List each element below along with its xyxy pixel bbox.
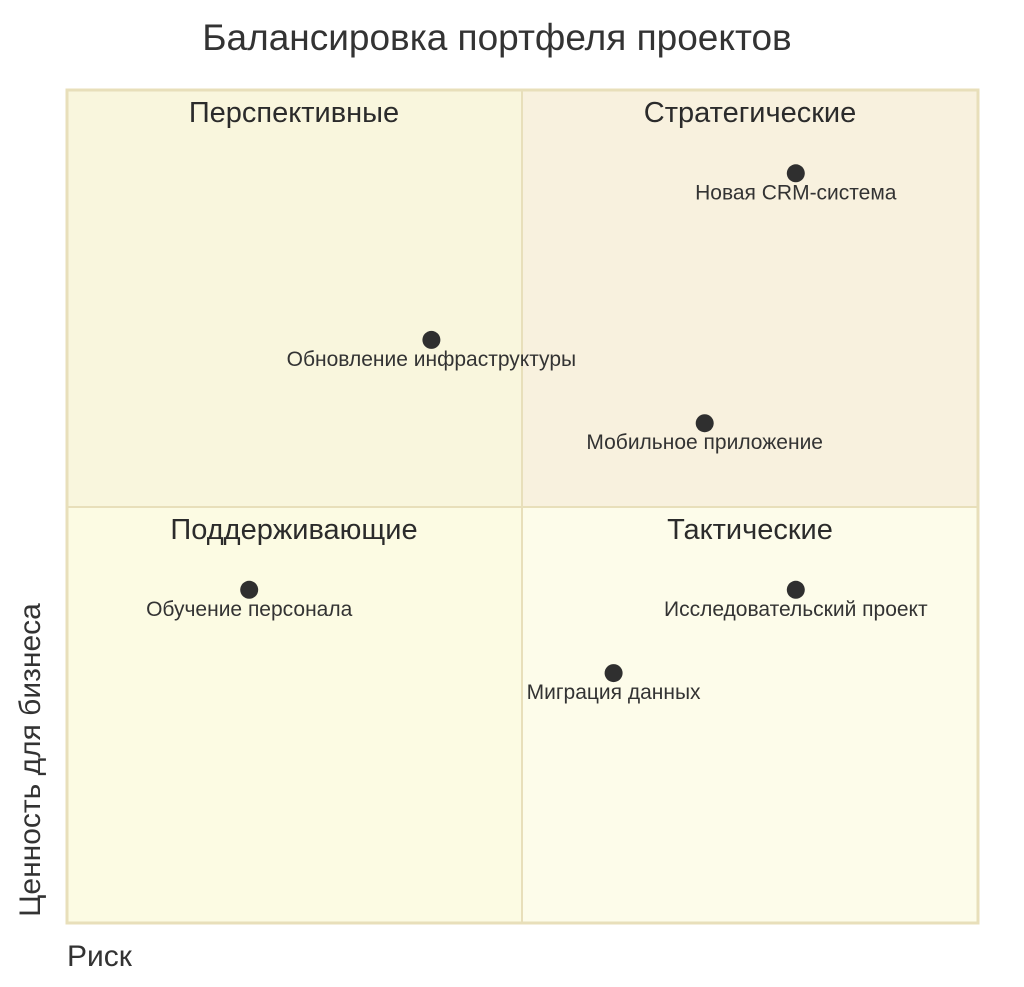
quadrant-top-right bbox=[522, 90, 978, 507]
data-point-label: Обучение персонала bbox=[146, 598, 353, 621]
quadrant-label-bottom-left: Поддерживающие bbox=[170, 514, 417, 546]
data-point bbox=[240, 580, 259, 599]
quadrant-label-top-left: Перспективные bbox=[189, 97, 399, 129]
quadrant-bottom-left bbox=[67, 507, 522, 923]
x-axis-label: Риск bbox=[67, 940, 133, 973]
data-point bbox=[786, 164, 805, 183]
data-point bbox=[422, 330, 441, 349]
data-point-label: Обновление инфраструктуры bbox=[287, 348, 576, 371]
y-axis-label: Ценность для бизнеса bbox=[14, 603, 47, 917]
data-point bbox=[786, 580, 805, 599]
quadrant-label-top-right: Стратегические bbox=[644, 97, 856, 129]
quadrant-bottom-right bbox=[522, 507, 978, 923]
data-point bbox=[695, 414, 714, 433]
plot-border bbox=[65, 88, 980, 925]
quadrant-label-bottom-right: Тактические bbox=[667, 514, 833, 546]
data-point-label: Исследовательский проект bbox=[664, 598, 928, 621]
data-point-label: Миграция данных bbox=[527, 681, 701, 704]
data-point-label: Новая CRM-система bbox=[695, 181, 897, 204]
chart-title: Балансировка портфеля проектов bbox=[202, 17, 791, 58]
data-point-label: Мобильное приложение bbox=[586, 431, 823, 454]
points-layer: Новая CRM-система Обновление инфраструкту… bbox=[146, 164, 928, 704]
data-point bbox=[604, 664, 623, 683]
quadrant-top-left bbox=[67, 90, 522, 507]
